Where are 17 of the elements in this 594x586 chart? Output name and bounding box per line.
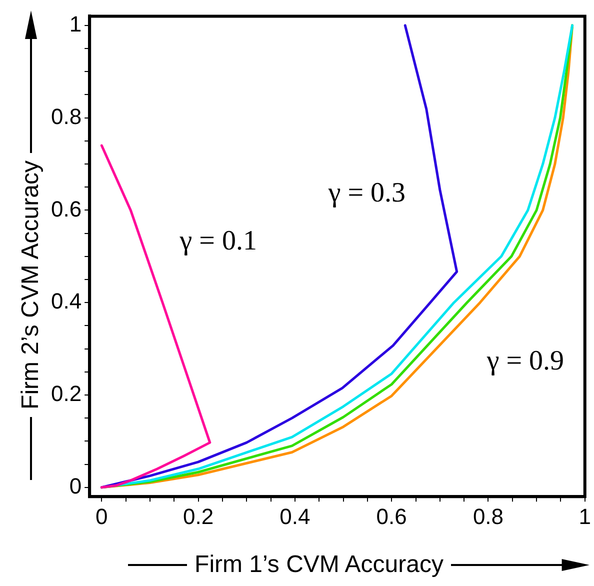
x-axis-title: Firm 1’s CVM Accuracy [194,551,444,579]
x-tick-label: 1 [578,504,592,529]
x-tick-label: 0.8 [472,504,504,529]
y-tick-label: 1 [69,12,82,36]
y-tick-label: 0.6 [50,196,82,222]
annotation: γ = 0.9 [486,345,564,376]
x-tick-label: 0.2 [183,504,214,529]
y-tick-label: 0.4 [50,288,82,314]
y-tick-label: 0 [69,473,82,498]
y-axis-title: Firm 2’s CVM Accuracy [17,160,45,410]
x-tick-label: 0.6 [376,504,407,529]
annotation: γ = 0.1 [178,225,257,256]
x-tick-label: 0 [96,504,108,529]
annotation: γ = 0.3 [327,177,406,208]
y-tick-label: 0.8 [50,104,82,129]
y-tick-label: 0.2 [50,381,82,406]
x-tick-label: 0.4 [280,504,310,529]
